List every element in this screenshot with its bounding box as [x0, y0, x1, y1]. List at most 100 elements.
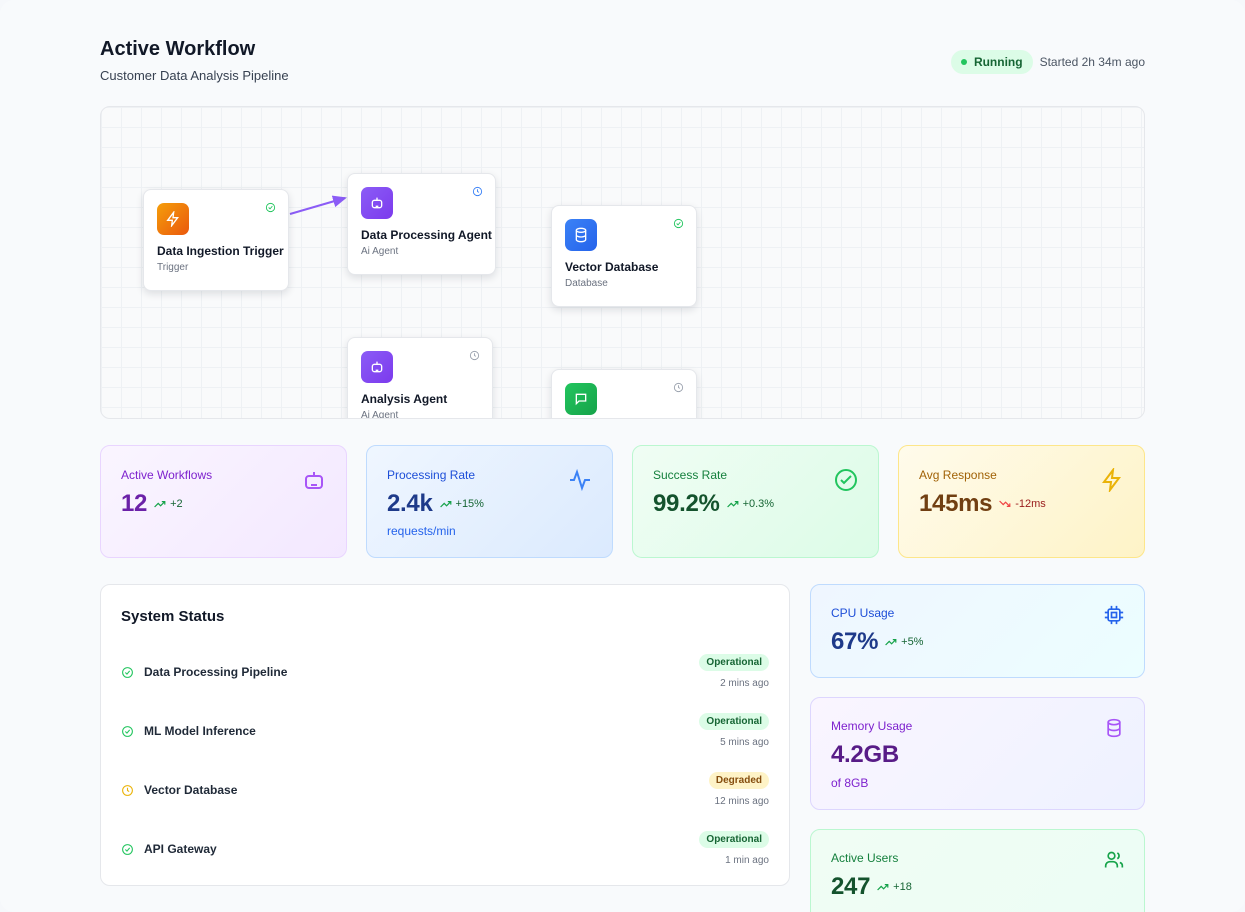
- trend-up-icon: [726, 501, 738, 508]
- resource-memory-usage: Memory Usage 4.2GB of 8GB: [810, 697, 1145, 810]
- completed-check-icon: [673, 218, 684, 229]
- resource-cpu-usage: CPU Usage 67% +5%: [810, 584, 1145, 678]
- metric-delta: -12ms: [999, 498, 1046, 510]
- page-title: Active Workflow: [100, 38, 256, 60]
- metric-value: 12: [121, 490, 148, 517]
- node-vector-database[interactable]: Vector Database Database: [551, 205, 697, 307]
- running-status-badge: Running: [950, 50, 1033, 74]
- resource-delta: +5%: [885, 636, 923, 648]
- node-type: Trigger: [157, 262, 189, 273]
- status-badge: Operational: [699, 654, 769, 671]
- trend-down-icon: [999, 500, 1011, 507]
- metric-label: Success Rate: [653, 468, 728, 482]
- trend-up-icon: [885, 639, 897, 646]
- workflow-status: Running Started 2h 34m ago: [950, 50, 1145, 74]
- node-type: Database: [565, 278, 608, 289]
- resource-delta-text: +18: [893, 881, 912, 893]
- metric-label: Processing Rate: [387, 468, 476, 482]
- node-data-processing-agent[interactable]: Data Processing Agent Ai Agent: [347, 173, 496, 275]
- chat-icon: [565, 383, 597, 415]
- running-label: Running: [973, 55, 1023, 69]
- metric-delta: +15%: [439, 498, 484, 510]
- system-name: ML Model Inference: [144, 724, 256, 738]
- system-status-row[interactable]: Data Processing Pipeline Operational 2 m…: [121, 652, 769, 692]
- resource-value: 4.2GB: [831, 741, 899, 768]
- trend-up-icon: [439, 501, 451, 508]
- node-title: Data Ingestion Trigger: [157, 244, 284, 258]
- node-title: Data Processing Agent: [361, 228, 492, 242]
- node-title: Analysis Agent: [361, 392, 448, 406]
- activity-icon: [570, 468, 590, 492]
- metric-success-rate: Success Rate 99.2% +0.3%: [632, 445, 879, 558]
- check-circle-icon: [122, 843, 133, 855]
- metric-value: 99.2%: [653, 490, 720, 517]
- database-icon: [1107, 718, 1121, 738]
- lightning-icon: [157, 203, 189, 235]
- metric-avg-response: Avg Response 145ms -12ms: [898, 445, 1145, 558]
- lightning-icon: [1102, 468, 1121, 492]
- check-circle-icon: [122, 725, 133, 737]
- system-status-row[interactable]: ML Model Inference Operational 5 mins ag…: [121, 711, 769, 751]
- pending-clock-icon: [673, 382, 684, 393]
- metric-value: 145ms: [919, 490, 993, 517]
- status-badge: Operational: [699, 713, 769, 730]
- resource-delta: +18: [877, 881, 912, 893]
- check-circle-icon: [835, 469, 857, 491]
- resource-active-users: Active Users 247 +18: [810, 829, 1145, 912]
- status-time: 2 mins ago: [720, 678, 769, 689]
- metric-delta: +0.3%: [726, 498, 775, 510]
- robot-icon: [361, 187, 393, 219]
- metric-delta-text: -12ms: [1015, 498, 1046, 510]
- trigger-to-processing-connection: [289, 195, 347, 215]
- page-subtitle: Customer Data Analysis Pipeline: [100, 68, 289, 83]
- status-badge: Operational: [699, 831, 769, 848]
- system-name: Data Processing Pipeline: [144, 665, 288, 679]
- resource-label: CPU Usage: [831, 606, 895, 620]
- metric-processing-rate: Processing Rate 2.4k +15% requests/min: [366, 445, 613, 558]
- resource-label: Active Users: [831, 851, 899, 865]
- system-status-panel: System Status Data Processing Pipeline O…: [100, 584, 790, 886]
- resource-value: 67%: [831, 628, 879, 655]
- system-name: API Gateway: [144, 842, 217, 856]
- metric-delta-text: +0.3%: [742, 498, 775, 510]
- started-time: Started 2h 34m ago: [1039, 55, 1145, 69]
- system-name: Vector Database: [144, 783, 238, 797]
- system-status-row[interactable]: Vector Database Degraded 12 mins ago: [121, 770, 769, 810]
- node-response-output[interactable]: [551, 369, 697, 418]
- status-time: 12 mins ago: [714, 796, 769, 807]
- node-analysis-agent[interactable]: Analysis Agent Ai Agent: [347, 337, 493, 419]
- cpu-icon: [1104, 605, 1124, 625]
- metric-label: Active Workflows: [121, 468, 213, 482]
- status-badge: Degraded: [708, 772, 769, 789]
- node-type: Ai Agent: [361, 410, 399, 419]
- metric-value: 2.4k: [387, 490, 433, 517]
- metric-subtitle: requests/min: [387, 524, 456, 538]
- pending-clock-icon: [469, 350, 480, 361]
- metric-active-workflows: Active Workflows 12 +2: [100, 445, 347, 558]
- database-icon: [565, 219, 597, 251]
- robot-icon: [361, 351, 393, 383]
- resource-delta-text: +5%: [901, 636, 924, 648]
- metric-delta: +2: [154, 498, 183, 510]
- metric-delta-text: +15%: [455, 498, 484, 510]
- running-dot-icon: [960, 59, 967, 65]
- trend-up-icon: [154, 501, 166, 508]
- robot-icon: [305, 472, 323, 489]
- node-title: Vector Database: [565, 260, 659, 274]
- status-time: 5 mins ago: [720, 737, 769, 748]
- resource-value: 247: [831, 873, 871, 900]
- metric-delta-text: +2: [170, 498, 183, 510]
- completed-check-icon: [265, 202, 276, 213]
- status-time: 1 min ago: [725, 855, 769, 866]
- resource-subtitle: of 8GB: [831, 776, 869, 790]
- resource-label: Memory Usage: [831, 719, 913, 733]
- system-status-row[interactable]: API Gateway Operational 1 min ago: [121, 829, 769, 869]
- warning-clock-icon: [122, 784, 133, 796]
- workflow-canvas[interactable]: Data Ingestion Trigger Trigger Data Proc…: [100, 106, 1145, 419]
- check-circle-icon: [122, 666, 133, 678]
- users-icon: [1104, 851, 1124, 868]
- node-data-ingestion-trigger[interactable]: Data Ingestion Trigger Trigger: [143, 189, 289, 291]
- trend-up-icon: [877, 884, 889, 891]
- metric-label: Avg Response: [919, 468, 997, 482]
